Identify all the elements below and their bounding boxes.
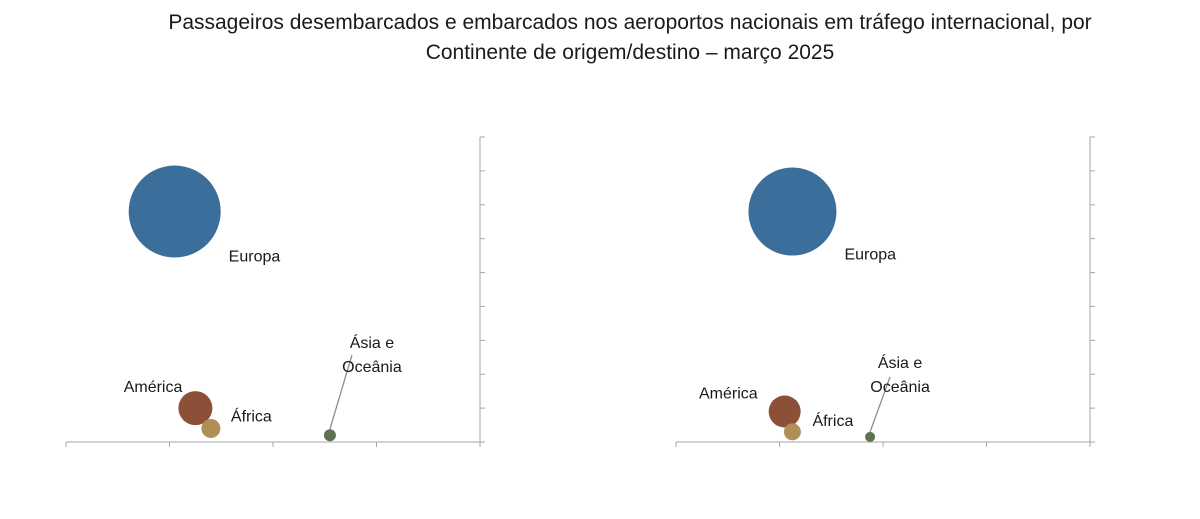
- scatter-chart-embarcados: Europa América África Ásia e Oceânia: [675, 136, 1095, 447]
- leader-line-asia-e-oceania: [869, 376, 891, 433]
- bubble-label-europa: Europa: [229, 249, 281, 266]
- bubble-label-africa: África: [231, 406, 272, 425]
- bubble-america: [178, 391, 213, 426]
- bubble-asia-e-oceania: [865, 431, 876, 442]
- leader-line-asia-e-oceania: [329, 355, 353, 430]
- bubble-label-america: América: [124, 379, 183, 396]
- bubble-label-asia-e-oceania: Ásia e Oceânia: [870, 353, 930, 396]
- bubble-europa: [128, 165, 221, 258]
- bubble-label-africa: África: [812, 411, 853, 430]
- scatter-chart-desembarcados: Europa América África Ásia e Oceânia: [65, 136, 485, 447]
- title-line-2: Continente de origem/destino – março 202…: [425, 41, 835, 64]
- bubble-label-europa: Europa: [844, 247, 896, 264]
- bubble-africa: [783, 423, 801, 441]
- panel-embarcados: Europa América África Ásia e Oceânia: [610, 85, 1200, 519]
- bubble-europa: [748, 167, 837, 256]
- bubble-africa: [201, 418, 221, 438]
- bubble-america: [768, 395, 801, 428]
- bubble-asia-e-oceania: [323, 429, 336, 442]
- title-line-1: Passageiros desembarcados e embarcados n…: [168, 11, 1092, 34]
- bubble-label-america: América: [699, 386, 758, 403]
- panel-desembarcados: Europa América África Ásia e Oceânia: [0, 85, 590, 519]
- chart-main-title: Passageiros desembarcados e embarcados n…: [130, 8, 1130, 68]
- bubble-label-asia-e-oceania: Ásia e Oceânia: [342, 333, 402, 376]
